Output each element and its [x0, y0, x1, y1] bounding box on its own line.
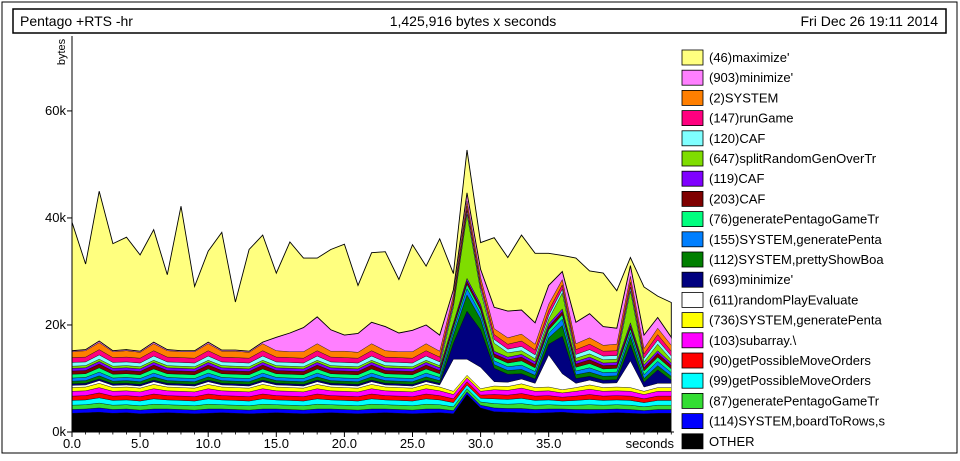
legend-label-19: OTHER	[709, 434, 755, 449]
y-tick-label-0: 0k	[52, 424, 66, 439]
legend-label-1: (903)minimize'	[709, 70, 793, 85]
legend-swatch-8	[681, 211, 704, 228]
legend-label-18: (114)SYSTEM,boardToRows,s	[709, 414, 886, 429]
legend-label-4: (120)CAF	[709, 131, 765, 146]
legend-swatch-15	[681, 352, 704, 369]
y-tick-label-3: 60k	[45, 103, 66, 118]
legend-label-5: (647)splitRandomGenOverTr	[709, 151, 877, 166]
header-program: Pentago +RTS -hr	[20, 13, 133, 29]
legend-swatch-19	[681, 433, 704, 450]
legend-label-15: (90)getPossibleMoveOrders	[709, 353, 871, 368]
header-box	[12, 8, 947, 34]
x-tick-label-1: 5.0	[131, 436, 149, 451]
legend-label-17: (87)generatePentagoGameTr	[709, 393, 880, 408]
legend-swatch-1	[681, 69, 704, 86]
legend-label-6: (119)CAF	[709, 171, 764, 186]
legend-swatch-5	[681, 150, 704, 167]
y-ticks: 0k 20k 40k 60k	[45, 103, 72, 439]
y-axis-label: bytes	[56, 38, 68, 65]
x-tick-label-6: 30.0	[468, 436, 493, 451]
legend-label-16: (99)getPossibleMoveOrders	[709, 373, 871, 388]
x-tick-label-2: 10.0	[196, 436, 221, 451]
legend-swatch-11	[681, 271, 704, 288]
legend-swatch-9	[681, 231, 704, 248]
legend-swatch-18	[681, 413, 704, 430]
x-tick-label-3: 15.0	[264, 436, 289, 451]
x-tick-label-4: 20.0	[332, 436, 357, 451]
legend-label-14: (103)subarray.\	[709, 333, 797, 348]
legend-swatch-16	[681, 372, 704, 389]
y-tick-label-1: 20k	[45, 317, 66, 332]
header-date: Fri Dec 26 19:11 2014	[801, 13, 939, 29]
axes	[71, 36, 674, 433]
legend-swatch-4	[681, 130, 704, 147]
legend-swatch-0	[681, 49, 704, 66]
x-axis-label: seconds	[626, 436, 675, 451]
legend-label-10: (112)SYSTEM,prettyShowBoa	[709, 252, 884, 267]
legend-swatch-17	[681, 392, 704, 409]
legend-swatch-2	[681, 90, 704, 106]
legend-swatch-6	[681, 170, 704, 187]
stacked-areas	[71, 149, 672, 433]
y-tick-label-2: 40k	[45, 210, 66, 225]
legend-label-13: (736)SYSTEM,generatePenta	[709, 313, 882, 328]
legend: (46)maximize' (903)minimize' (2)SYSTEM (147…	[681, 49, 886, 450]
x-tick-label-7: 35.0	[536, 436, 561, 451]
x-tick-label-5: 25.0	[400, 436, 425, 451]
legend-label-2: (2)SYSTEM	[709, 90, 778, 105]
x-tick-label-0: 0.0	[63, 436, 81, 451]
legend-label-9: (155)SYSTEM,generatePenta	[709, 232, 882, 247]
header-total: 1,425,916 bytes x seconds	[390, 13, 557, 29]
outer-frame	[1, 1, 958, 454]
legend-label-8: (76)generatePentagoGameTr	[709, 212, 880, 227]
legend-label-3: (147)runGame	[709, 111, 794, 126]
legend-swatch-7	[681, 190, 704, 207]
legend-label-11: (693)minimize'	[709, 272, 793, 287]
legend-label-12: (611)randomPlayEvaluate	[709, 292, 858, 307]
legend-label-7: (203)CAF	[709, 191, 765, 206]
legend-swatch-12	[681, 291, 704, 308]
legend-swatch-14	[681, 332, 704, 349]
legend-swatch-13	[681, 312, 704, 329]
legend-swatch-3	[681, 110, 704, 126]
area-series-19	[71, 149, 672, 352]
legend-label-0: (46)maximize'	[709, 50, 790, 65]
legend-swatch-10	[681, 251, 704, 268]
x-ticks: 0.0 5.0 10.0 15.0 20.0 25.0 30.0 35.0	[63, 432, 672, 451]
